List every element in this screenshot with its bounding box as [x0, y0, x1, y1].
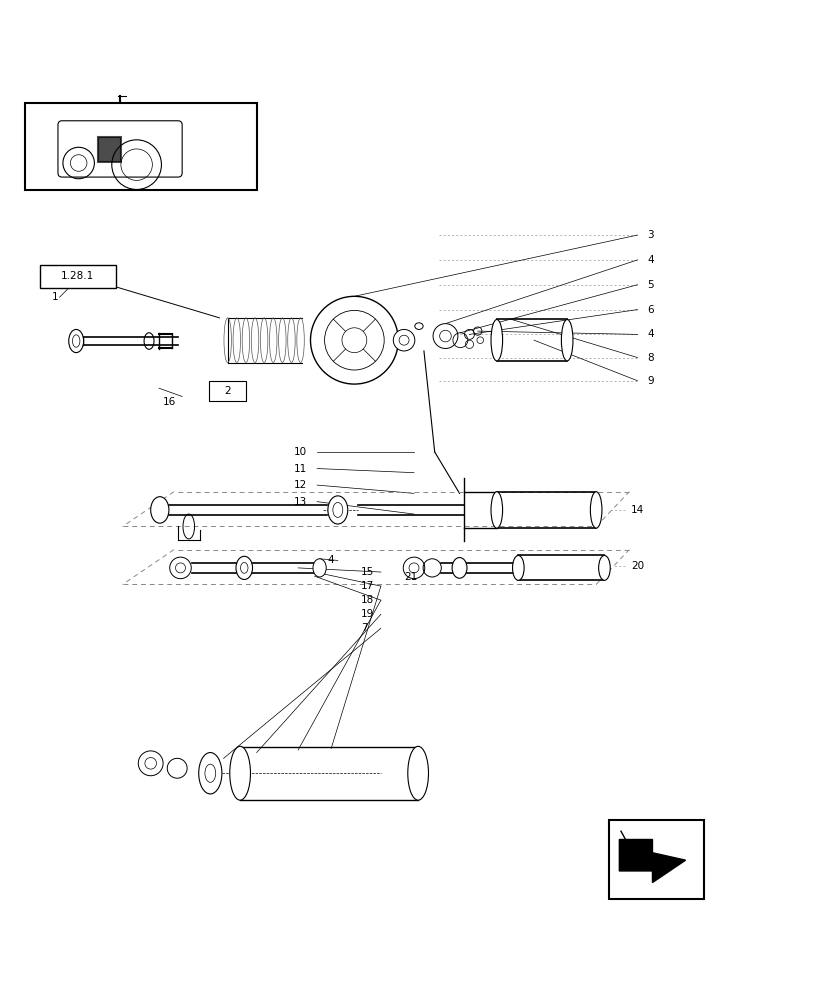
Text: 6: 6 — [647, 305, 653, 315]
Circle shape — [170, 557, 191, 579]
Text: 18: 18 — [361, 595, 374, 605]
Text: 1.28.1: 1.28.1 — [61, 271, 94, 281]
Ellipse shape — [313, 559, 326, 577]
Ellipse shape — [229, 746, 250, 800]
Ellipse shape — [452, 558, 466, 578]
Ellipse shape — [198, 753, 222, 794]
Ellipse shape — [590, 492, 601, 528]
Text: 2: 2 — [224, 386, 231, 396]
Circle shape — [138, 751, 163, 776]
Text: 10: 10 — [294, 447, 307, 457]
Text: 20: 20 — [630, 561, 643, 571]
Circle shape — [310, 296, 398, 384]
Text: 9: 9 — [647, 376, 653, 386]
Ellipse shape — [512, 555, 523, 580]
Text: 1: 1 — [51, 292, 58, 302]
Ellipse shape — [327, 496, 347, 524]
Text: 21: 21 — [404, 572, 417, 582]
Text: 7: 7 — [361, 623, 367, 633]
Circle shape — [403, 557, 424, 579]
Text: 12: 12 — [294, 480, 307, 490]
Text: 16: 16 — [163, 397, 176, 407]
Ellipse shape — [490, 492, 502, 528]
Text: 5: 5 — [647, 280, 653, 290]
Circle shape — [393, 329, 414, 351]
Text: 14: 14 — [630, 505, 643, 515]
Ellipse shape — [561, 319, 572, 361]
Circle shape — [433, 324, 457, 348]
Text: 15: 15 — [361, 567, 374, 577]
Ellipse shape — [236, 556, 252, 579]
Ellipse shape — [407, 746, 428, 800]
Ellipse shape — [598, 555, 609, 580]
Text: 19: 19 — [361, 609, 374, 619]
Bar — [98, 137, 121, 162]
Text: 17: 17 — [361, 581, 374, 591]
Text: 13: 13 — [294, 497, 307, 507]
FancyBboxPatch shape — [58, 121, 182, 177]
Text: 3: 3 — [647, 230, 653, 240]
FancyBboxPatch shape — [40, 265, 116, 288]
Ellipse shape — [69, 329, 84, 353]
Ellipse shape — [490, 319, 502, 361]
Ellipse shape — [151, 497, 169, 523]
Text: 4: 4 — [647, 255, 653, 265]
Text: 4: 4 — [647, 329, 653, 339]
FancyBboxPatch shape — [209, 381, 246, 401]
Text: 8: 8 — [647, 353, 653, 363]
Polygon shape — [619, 839, 685, 883]
Bar — [608, 820, 703, 899]
Bar — [25, 103, 256, 190]
Text: 4: 4 — [327, 555, 334, 565]
Text: 11: 11 — [294, 464, 307, 474]
